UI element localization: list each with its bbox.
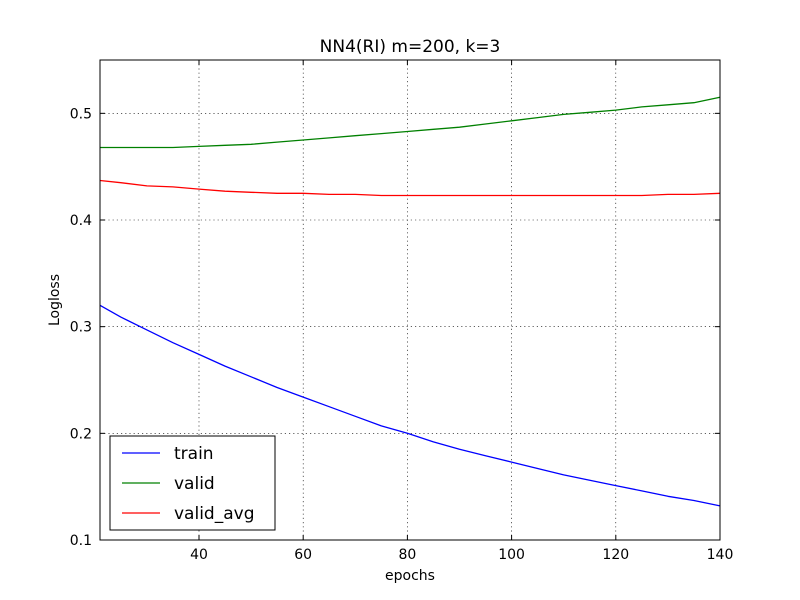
legend: train valid valid_avg — [109, 435, 276, 531]
x-tick-label: 100 — [498, 547, 525, 563]
plot-frame — [99, 59, 721, 541]
x-axis-label: epochs — [385, 568, 435, 584]
x-tick-label: 40 — [190, 547, 208, 563]
y-tick-label: 0.4 — [70, 213, 92, 229]
y-tick-label: 0.1 — [70, 533, 92, 549]
y-axis-label: Logloss — [47, 274, 63, 326]
series-line-valid-avg — [99, 179, 721, 197]
x-tick-label: 120 — [602, 547, 629, 563]
y-tick-label: 0.5 — [70, 106, 92, 122]
chart-title: NN4(RI) m=200, k=3 — [320, 37, 501, 57]
series-lines — [99, 96, 721, 507]
y-tick-label: 0.3 — [70, 320, 92, 336]
y-tick-label: 0.2 — [70, 426, 92, 442]
series-line-valid — [100, 96, 721, 149]
series-line-train — [99, 304, 721, 507]
x-tick-label: 140 — [707, 547, 734, 563]
x-tick-label: 80 — [398, 547, 416, 563]
axis-ticks: 40 60 80 100 120 140 0.1 0.2 0.3 0.4 0.5 — [70, 60, 734, 563]
legend-label-valid: valid — [174, 474, 215, 494]
legend-label-valid-avg: valid_avg — [174, 504, 254, 524]
x-tick-label: 60 — [294, 547, 312, 563]
legend-label-train: train — [174, 444, 214, 464]
